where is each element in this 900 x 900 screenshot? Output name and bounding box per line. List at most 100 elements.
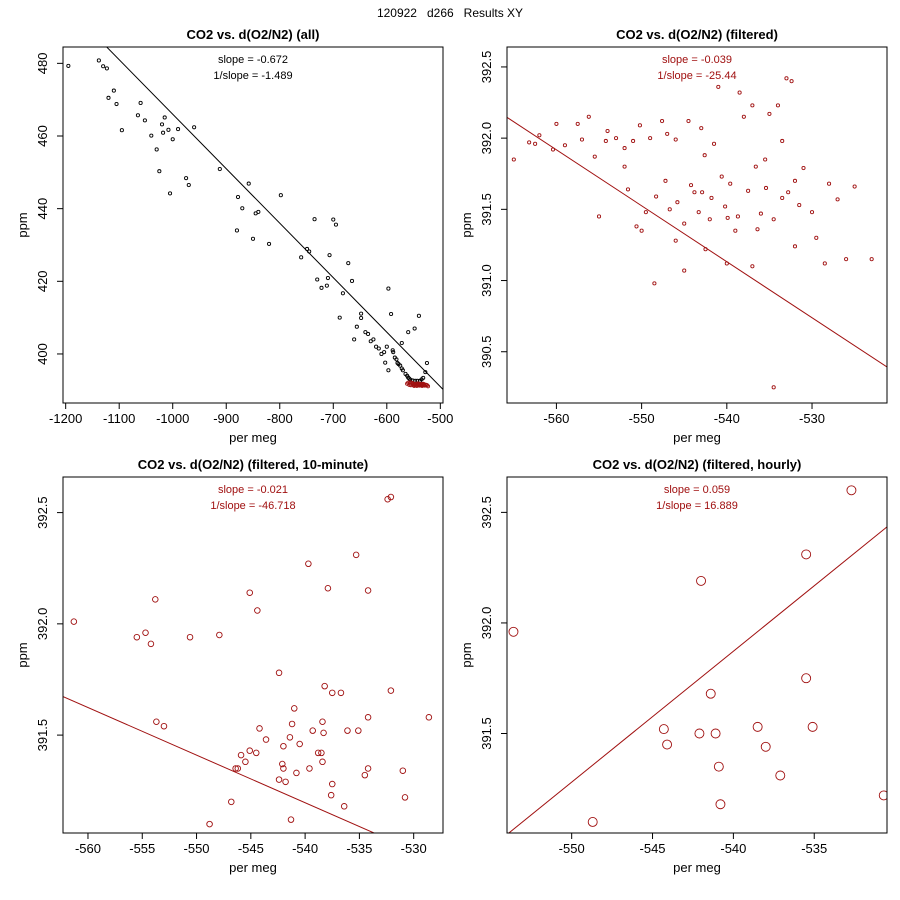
- data-point: [320, 729, 327, 737]
- data-point: [801, 549, 812, 560]
- data-point: [352, 551, 360, 559]
- data-point: [157, 169, 162, 174]
- data-point: [814, 235, 819, 240]
- plot-frame: [62, 46, 444, 404]
- data-point: [425, 384, 431, 389]
- x-tick-label: -530: [401, 841, 427, 856]
- data-point: [771, 385, 776, 390]
- plot-frame: [506, 46, 888, 404]
- data-point: [159, 122, 165, 127]
- data-point: [234, 765, 242, 772]
- data-point: [240, 206, 245, 211]
- data-point: [711, 141, 717, 146]
- x-tick-label: -555: [129, 841, 155, 856]
- y-tick-label: 391.5: [479, 193, 494, 226]
- x-tick-label: -550: [629, 411, 655, 426]
- x-tick-label: -900: [213, 411, 239, 426]
- data-point: [321, 682, 328, 690]
- data-point: [424, 360, 429, 366]
- data-point: [700, 190, 705, 195]
- regression-line: [507, 116, 887, 368]
- x-tick-label: -535: [346, 841, 372, 856]
- data-point: [724, 261, 729, 266]
- data-point: [387, 493, 395, 501]
- data-point: [878, 790, 887, 801]
- y-tick-label: 392.0: [479, 607, 494, 640]
- data-point: [147, 640, 155, 648]
- data-point: [416, 313, 421, 318]
- data-point: [153, 718, 160, 726]
- data-point: [592, 154, 597, 159]
- data-point: [784, 76, 789, 81]
- data-point: [654, 194, 659, 199]
- data-point: [104, 66, 109, 71]
- data-point: [408, 377, 413, 382]
- data-point: [755, 227, 760, 232]
- data-point: [256, 725, 263, 732]
- data-point: [287, 816, 295, 823]
- data-point: [827, 181, 832, 186]
- data-point: [789, 79, 794, 84]
- data-point: [675, 200, 680, 205]
- data-point: [603, 138, 608, 144]
- data-point: [101, 64, 106, 69]
- data-point: [186, 633, 194, 641]
- data-point: [314, 749, 322, 757]
- y-tick-label: 390.5: [479, 335, 494, 368]
- data-point: [425, 714, 433, 721]
- data-point: [763, 157, 768, 162]
- data-point: [846, 485, 857, 496]
- data-point: [801, 165, 806, 171]
- data-point: [737, 90, 742, 95]
- data-point: [716, 84, 721, 89]
- data-point: [760, 741, 771, 752]
- data-point: [167, 191, 173, 196]
- annotation: slope = -0.021: [218, 484, 288, 496]
- annotation: slope = -0.039: [662, 54, 732, 66]
- data-point: [186, 182, 191, 188]
- data-point: [366, 331, 371, 337]
- y-tick-label: 391.0: [479, 264, 494, 297]
- data-point: [703, 247, 708, 252]
- data-point: [106, 95, 111, 100]
- data-point: [763, 185, 769, 191]
- regression-line: [508, 526, 887, 833]
- data-point: [319, 285, 324, 290]
- x-tick-label: -560: [75, 841, 101, 856]
- data-point: [746, 188, 751, 193]
- data-point: [162, 115, 167, 120]
- data-point: [253, 749, 260, 757]
- data-point: [324, 283, 329, 288]
- x-axis-label: per meg: [673, 860, 721, 875]
- data-point: [692, 190, 697, 195]
- data-point: [349, 278, 355, 283]
- data-point: [401, 794, 409, 801]
- data-point: [363, 330, 368, 335]
- data-point: [364, 587, 372, 594]
- data-point: [299, 255, 304, 260]
- data-point: [792, 178, 798, 183]
- data-point: [361, 771, 369, 779]
- x-tick-label: -545: [238, 841, 264, 856]
- data-point: [262, 736, 270, 743]
- data-point: [639, 228, 644, 233]
- data-point: [622, 146, 627, 151]
- data-point: [355, 727, 362, 734]
- data-point: [398, 363, 403, 368]
- data-point: [228, 798, 235, 806]
- y-tick-label: 392.0: [479, 122, 494, 155]
- data-point: [741, 114, 746, 119]
- data-point: [869, 257, 874, 262]
- data-point: [319, 718, 326, 726]
- data-point: [696, 575, 706, 586]
- data-point: [750, 103, 755, 108]
- x-tick-label: -800: [267, 411, 293, 426]
- data-point: [331, 217, 336, 222]
- annotation: 1/slope = -46.718: [210, 500, 295, 512]
- data-point: [844, 257, 849, 262]
- data-point: [707, 217, 712, 222]
- data-point: [344, 727, 351, 734]
- data-point: [406, 330, 411, 335]
- data-point: [254, 607, 261, 614]
